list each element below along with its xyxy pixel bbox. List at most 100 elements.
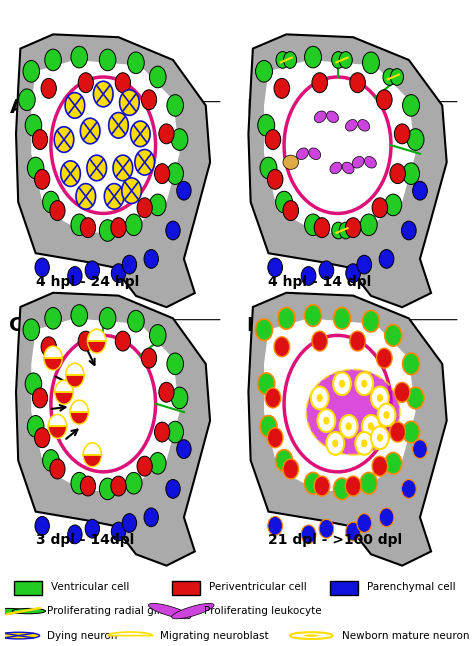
- Circle shape: [390, 422, 405, 442]
- Circle shape: [159, 124, 174, 144]
- Circle shape: [71, 305, 88, 326]
- Circle shape: [258, 114, 275, 136]
- Wedge shape: [70, 401, 89, 412]
- Circle shape: [68, 267, 82, 286]
- Circle shape: [80, 218, 96, 238]
- Circle shape: [323, 417, 329, 424]
- Circle shape: [407, 129, 424, 151]
- Circle shape: [333, 372, 351, 395]
- Circle shape: [284, 335, 391, 472]
- Circle shape: [334, 478, 350, 500]
- Circle shape: [135, 149, 155, 175]
- Circle shape: [260, 157, 277, 179]
- Ellipse shape: [283, 155, 299, 169]
- Circle shape: [265, 388, 281, 408]
- Circle shape: [401, 221, 416, 240]
- Circle shape: [78, 331, 93, 351]
- Circle shape: [100, 307, 116, 329]
- Circle shape: [284, 77, 391, 213]
- Polygon shape: [264, 318, 416, 492]
- Ellipse shape: [306, 370, 400, 455]
- Circle shape: [371, 426, 389, 449]
- Circle shape: [363, 310, 379, 332]
- Wedge shape: [44, 346, 62, 358]
- Circle shape: [167, 421, 183, 443]
- Wedge shape: [88, 341, 106, 353]
- Circle shape: [87, 155, 107, 181]
- Circle shape: [407, 387, 424, 409]
- Ellipse shape: [330, 162, 342, 174]
- Circle shape: [274, 337, 290, 357]
- Circle shape: [319, 519, 334, 538]
- Text: 3 dpl - 14dpl: 3 dpl - 14dpl: [36, 533, 134, 547]
- Circle shape: [332, 222, 345, 239]
- Text: Migrating neuroblast: Migrating neuroblast: [160, 630, 269, 641]
- Circle shape: [361, 439, 367, 448]
- Ellipse shape: [172, 603, 214, 619]
- Circle shape: [78, 73, 93, 92]
- Circle shape: [265, 130, 281, 149]
- Ellipse shape: [297, 148, 309, 160]
- Circle shape: [71, 472, 88, 494]
- Circle shape: [27, 157, 44, 179]
- Circle shape: [65, 92, 85, 118]
- Circle shape: [255, 61, 273, 82]
- Ellipse shape: [327, 111, 338, 123]
- Circle shape: [111, 522, 126, 541]
- Text: Proliferating leukocyte: Proliferating leukocyte: [204, 606, 322, 616]
- Polygon shape: [16, 293, 210, 566]
- Circle shape: [275, 450, 292, 472]
- Circle shape: [301, 525, 316, 544]
- Circle shape: [85, 261, 100, 280]
- Text: 4 hpl - 14 dpl: 4 hpl - 14 dpl: [268, 275, 372, 289]
- Circle shape: [0, 609, 25, 614]
- Circle shape: [111, 264, 126, 282]
- Text: Proliferating radial glia: Proliferating radial glia: [46, 606, 166, 616]
- Circle shape: [80, 476, 96, 496]
- Circle shape: [312, 73, 328, 92]
- Circle shape: [305, 305, 321, 326]
- Circle shape: [54, 127, 74, 152]
- Circle shape: [360, 214, 377, 236]
- Circle shape: [155, 163, 170, 183]
- Circle shape: [149, 194, 166, 216]
- Circle shape: [402, 94, 419, 116]
- Circle shape: [318, 410, 335, 432]
- Circle shape: [283, 52, 297, 68]
- Circle shape: [43, 450, 59, 472]
- Polygon shape: [31, 60, 180, 233]
- Circle shape: [268, 258, 283, 277]
- Circle shape: [144, 508, 158, 526]
- Circle shape: [260, 415, 277, 437]
- Circle shape: [35, 258, 49, 277]
- Circle shape: [317, 394, 323, 402]
- Ellipse shape: [352, 156, 364, 168]
- Wedge shape: [66, 375, 84, 387]
- Circle shape: [346, 264, 361, 282]
- Circle shape: [23, 319, 39, 340]
- Circle shape: [119, 90, 139, 116]
- Circle shape: [372, 456, 388, 476]
- Text: B: B: [246, 98, 261, 117]
- Circle shape: [111, 218, 126, 238]
- Circle shape: [356, 372, 373, 395]
- Text: Ventricular cell: Ventricular cell: [51, 581, 129, 592]
- Circle shape: [368, 422, 374, 430]
- Text: Dying neuron: Dying neuron: [46, 630, 117, 641]
- Circle shape: [267, 428, 283, 448]
- Ellipse shape: [148, 603, 191, 619]
- Circle shape: [167, 353, 183, 375]
- Circle shape: [339, 380, 345, 388]
- Circle shape: [339, 52, 352, 68]
- Circle shape: [332, 52, 345, 68]
- Circle shape: [41, 78, 56, 98]
- Circle shape: [93, 81, 113, 107]
- Circle shape: [25, 373, 42, 395]
- Circle shape: [361, 380, 367, 388]
- Circle shape: [378, 404, 395, 426]
- Circle shape: [122, 514, 137, 532]
- FancyBboxPatch shape: [330, 581, 358, 596]
- Circle shape: [100, 49, 116, 71]
- Circle shape: [258, 373, 275, 395]
- Text: Newly-generated
matured neurons: Newly-generated matured neurons: [270, 316, 378, 344]
